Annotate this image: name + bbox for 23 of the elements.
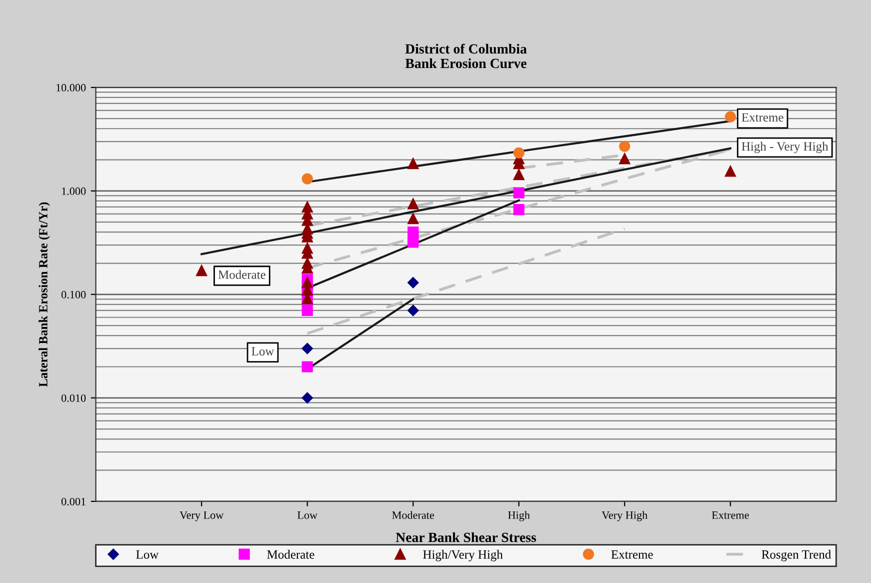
x-tick-label: Low xyxy=(297,512,318,519)
x-axis-title: Near Bank Shear Stress xyxy=(396,532,536,542)
legend-label: High/Very High xyxy=(423,550,503,562)
y-tick-label: 0.100 xyxy=(62,290,86,298)
x-tick-label: Extreme xyxy=(712,512,749,519)
y-tick-label: 1.000 xyxy=(62,187,86,195)
annotation: Moderate xyxy=(218,270,266,279)
x-tick-label: High xyxy=(508,511,530,522)
legend-label: Low xyxy=(136,550,159,559)
y-tick-label: 10.000 xyxy=(56,84,86,92)
x-tick-label: Very Low xyxy=(180,512,224,522)
y-tick-label: 0.010 xyxy=(62,394,86,402)
legend-label: Rosgen Trend xyxy=(762,550,832,562)
x-tick-label: Very High xyxy=(602,511,648,522)
annotation: Extreme xyxy=(742,113,784,122)
chart-title: District of Columbia Bank Erosion Curve xyxy=(405,44,527,68)
annotation: High - Very High xyxy=(742,142,828,154)
legend-label: Moderate xyxy=(267,550,314,559)
annotation: Low xyxy=(252,347,274,356)
y-tick-label: 0.001 xyxy=(62,498,86,506)
x-tick-label: Moderate xyxy=(392,511,434,519)
y-axis-title: Lateral Bank Erosion Rate (Ft/Yr) xyxy=(38,202,50,387)
legend-label: Extreme xyxy=(611,550,653,559)
